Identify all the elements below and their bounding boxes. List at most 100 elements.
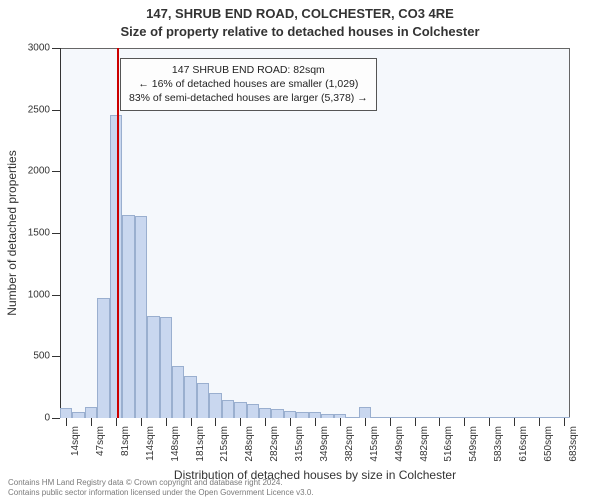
y-tick <box>52 171 60 172</box>
chart-title-line1: 147, SHRUB END ROAD, COLCHESTER, CO3 4RE <box>0 6 600 21</box>
x-tick <box>489 418 490 426</box>
y-tick <box>52 295 60 296</box>
y-tick <box>52 418 60 419</box>
y-tick-label: 1500 <box>28 228 50 239</box>
x-tick-label: 114sqm <box>145 426 156 461</box>
histogram-bar <box>135 216 147 418</box>
histogram-bar <box>160 317 172 418</box>
histogram-bar <box>470 417 482 418</box>
histogram-bar <box>222 400 234 419</box>
x-tick-label: 382sqm <box>344 426 355 462</box>
x-tick-label: 449sqm <box>394 426 405 462</box>
histogram-bar <box>197 383 209 418</box>
x-tick-label: 616sqm <box>518 426 529 462</box>
x-tick-label: 583sqm <box>493 426 504 462</box>
annotation-box: 147 SHRUB END ROAD: 82sqm← 16% of detach… <box>120 58 377 111</box>
histogram-bar <box>359 407 371 418</box>
histogram-bar <box>396 417 408 418</box>
x-tick <box>415 418 416 426</box>
histogram-bar <box>284 411 296 418</box>
histogram-bar <box>184 376 196 418</box>
x-tick <box>215 418 216 426</box>
x-tick-label: 215sqm <box>219 426 230 462</box>
x-tick-label: 650sqm <box>543 426 554 462</box>
x-tick <box>564 418 565 426</box>
x-tick-label: 683sqm <box>568 426 579 462</box>
histogram-bar <box>296 412 308 418</box>
x-tick <box>539 418 540 426</box>
annotation-line1: 147 SHRUB END ROAD: 82sqm <box>129 63 368 77</box>
x-tick <box>91 418 92 426</box>
x-tick <box>116 418 117 426</box>
x-tick <box>365 418 366 426</box>
chart-container: 147, SHRUB END ROAD, COLCHESTER, CO3 4RE… <box>0 0 600 500</box>
x-tick <box>166 418 167 426</box>
annotation-line2: ← 16% of detached houses are smaller (1,… <box>129 77 368 91</box>
y-tick-label: 2500 <box>28 104 50 115</box>
y-axis-line <box>60 48 61 418</box>
plot-area: 05001000150020002500300014sqm47sqm81sqm1… <box>60 48 570 418</box>
y-tick-label: 1000 <box>28 289 50 300</box>
histogram-bar <box>85 407 97 418</box>
y-tick-label: 2000 <box>28 166 50 177</box>
histogram-bar <box>247 404 259 418</box>
x-tick-label: 81sqm <box>120 426 131 456</box>
y-axis-label: Number of detached properties <box>5 150 19 315</box>
histogram-bar <box>545 417 557 418</box>
x-tick-label: 14sqm <box>70 426 81 456</box>
histogram-bar <box>271 409 283 418</box>
x-tick-label: 415sqm <box>369 426 380 462</box>
x-tick <box>265 418 266 426</box>
histogram-bar <box>446 417 458 418</box>
x-tick-label: 148sqm <box>170 426 181 462</box>
histogram-bar <box>147 316 159 418</box>
x-tick <box>66 418 67 426</box>
histogram-bar <box>495 417 507 418</box>
histogram-bar <box>97 298 109 418</box>
histogram-bar <box>122 215 134 419</box>
x-tick <box>464 418 465 426</box>
y-tick <box>52 48 60 49</box>
histogram-bar <box>346 417 358 418</box>
footer-line2: Contains public sector information licen… <box>8 488 314 498</box>
x-tick <box>290 418 291 426</box>
x-tick <box>141 418 142 426</box>
annotation-line3: 83% of semi-detached houses are larger (… <box>129 91 368 105</box>
histogram-bar <box>520 417 532 418</box>
y-tick <box>52 356 60 357</box>
property-marker-line <box>117 48 119 418</box>
x-tick <box>191 418 192 426</box>
histogram-bar <box>72 412 84 418</box>
histogram-bar <box>321 414 333 418</box>
x-tick-label: 282sqm <box>269 426 280 462</box>
x-tick-label: 516sqm <box>443 426 454 462</box>
histogram-bar <box>60 408 72 418</box>
histogram-bar <box>234 402 246 418</box>
x-tick <box>514 418 515 426</box>
histogram-bar <box>209 393 221 418</box>
x-tick-label: 248sqm <box>244 426 255 462</box>
x-tick-label: 47sqm <box>95 426 106 456</box>
x-tick-label: 181sqm <box>195 426 206 462</box>
x-tick-label: 549sqm <box>468 426 479 462</box>
y-tick <box>52 110 60 111</box>
y-tick-label: 3000 <box>28 43 50 54</box>
x-tick <box>390 418 391 426</box>
x-tick <box>439 418 440 426</box>
x-tick-label: 482sqm <box>419 426 430 462</box>
y-tick-label: 500 <box>33 351 50 362</box>
histogram-bar <box>371 417 383 418</box>
y-tick-label: 0 <box>44 413 50 424</box>
x-tick <box>315 418 316 426</box>
histogram-bar <box>259 408 271 418</box>
x-tick <box>340 418 341 426</box>
histogram-bar <box>421 417 433 418</box>
footer-line1: Contains HM Land Registry data © Crown c… <box>8 478 314 488</box>
x-tick-label: 315sqm <box>294 426 305 462</box>
x-tick-label: 349sqm <box>319 426 330 462</box>
histogram-bar <box>172 366 184 418</box>
chart-title-line2: Size of property relative to detached ho… <box>0 24 600 39</box>
y-tick <box>52 233 60 234</box>
x-tick <box>240 418 241 426</box>
footer-attribution: Contains HM Land Registry data © Crown c… <box>8 478 314 498</box>
